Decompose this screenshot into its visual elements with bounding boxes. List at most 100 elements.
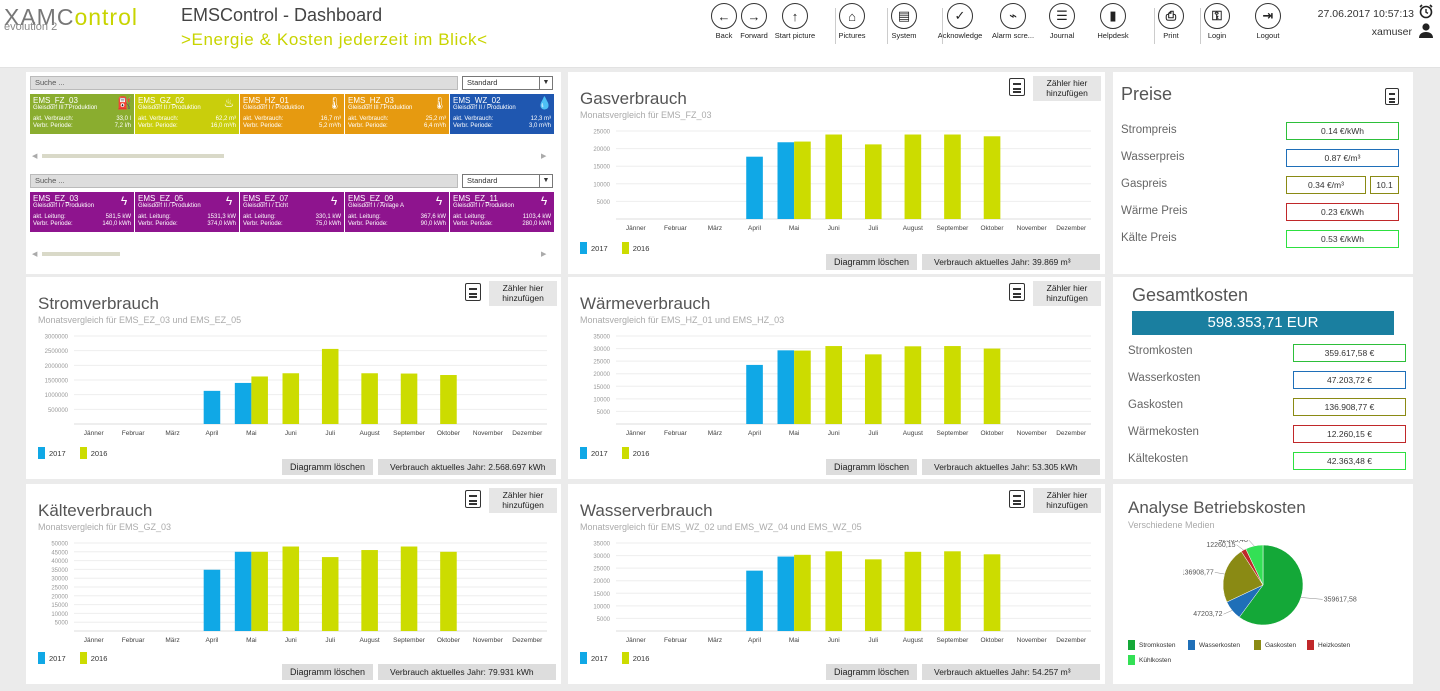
logout-button[interactable]: ⇥ Logout [1241, 3, 1295, 40]
meter-tile[interactable]: EMS_EZ_07 Gleisdorf I / Licht akt. Leitung… [240, 192, 344, 232]
meter-scrollbar[interactable] [34, 153, 549, 159]
legend-swatch [1128, 640, 1135, 650]
meter-row: akt. Verbrauch: 12,3 m³ [453, 116, 551, 123]
price-extra-field[interactable]: 10.1 [1370, 176, 1399, 194]
meter-row: akt. Leitung: 1531,3 kW [138, 214, 236, 221]
price-value-field[interactable]: 0.53 €/kWh [1286, 230, 1399, 248]
price-value-field[interactable]: 0.14 €/kWh [1286, 122, 1399, 140]
cost-value-field: 359.617,58 € [1293, 344, 1406, 362]
meter-label: Verbr. Periode: [453, 221, 493, 227]
toolbar-label: Print [1163, 31, 1179, 40]
report-icon[interactable] [1009, 283, 1025, 301]
toolbar-label: Back [715, 31, 733, 40]
waerme-chart-panel: Wärmeverbrauch Monatsvergleich für EMS_HZ… [568, 277, 1105, 479]
report-icon[interactable] [1385, 88, 1399, 105]
login-button[interactable]: ⚿ Login [1190, 3, 1244, 40]
y-tick-label: 45000 [51, 550, 68, 556]
meter-label: akt. Leitung: [453, 214, 486, 220]
forward-button[interactable]: → Forward [727, 3, 781, 40]
x-tick-label: September [937, 225, 970, 232]
meter-tile[interactable]: EMS_WZ_02 Gleisdorf II / Produktion akt. V… [450, 94, 554, 134]
report-icon[interactable] [1009, 78, 1025, 96]
report-icon[interactable] [465, 490, 481, 508]
delete-chart-button[interactable]: Diagramm löschen [826, 254, 917, 270]
meter-tile[interactable]: EMS_EZ_05 Gleisdorf II / Produktion akt. L… [135, 192, 239, 232]
price-value-field[interactable]: 0.87 €/m³ [1286, 149, 1399, 167]
meter-label: akt. Verbrauch: [138, 116, 179, 122]
system-button[interactable]: ▤ System [877, 3, 931, 40]
price-value-field[interactable]: 0.34 €/m³ [1286, 176, 1366, 194]
x-tick-label: Oktober [437, 430, 461, 437]
add-counter-button[interactable]: Zähler hier hinzufügen [489, 488, 557, 513]
alarm-scre-button[interactable]: ⌁ Alarm scre... [986, 3, 1040, 40]
meter-view-select-2[interactable]: Standard ▼ [462, 174, 553, 188]
meter-scrollbar-2[interactable] [34, 251, 549, 257]
start-picture-button[interactable]: ↑ Start picture [768, 3, 822, 40]
meter-label: Verbr. Periode: [348, 123, 388, 129]
gas-bar-chart: 5000 10000 15000 20000 25000 Jänner Februar Mär… [593, 130, 1091, 232]
x-tick-label: Dezember [1056, 637, 1087, 644]
y-tick-label: 30000 [51, 577, 68, 583]
x-tick-label: Juli [868, 225, 878, 232]
book-icon: ▮ [1100, 3, 1126, 29]
pictures-button[interactable]: ⌂ Pictures [825, 3, 879, 40]
scrollbar-thumb[interactable] [42, 252, 120, 256]
delete-chart-button[interactable]: Diagramm löschen [282, 459, 373, 475]
legend-swatch-2016 [79, 447, 87, 459]
meter-label: Verbr. Periode: [138, 123, 178, 129]
meter-tile[interactable]: EMS_HZ_01 Gleisdorf I / Produktion akt. Ve… [240, 94, 344, 134]
print-button[interactable]: ⎙ Print [1144, 3, 1198, 40]
plug-icon: ϟ [435, 194, 443, 208]
add-counter-button[interactable]: Zähler hier hinzufügen [1033, 488, 1101, 513]
delete-chart-button[interactable]: Diagramm löschen [826, 459, 917, 475]
meter-tile[interactable]: EMS_FZ_03 Gleisdorf III / Produktion akt. … [30, 94, 134, 134]
cost-value-field: 12.260,15 € [1293, 425, 1406, 443]
delete-chart-button[interactable]: Diagramm löschen [282, 664, 373, 680]
logo-text-a: XAMC [4, 4, 75, 30]
add-counter-button[interactable]: Zähler hier hinzufügen [1033, 76, 1101, 101]
cost-label: Kältekosten [1128, 453, 1189, 465]
y-tick-label: 35000 [593, 542, 610, 548]
pie-legend-item: Stromkosten [1128, 640, 1176, 650]
report-icon[interactable] [465, 283, 481, 301]
plug-icon: ϟ [330, 194, 338, 208]
scroll-left-icon[interactable]: ◀ [32, 251, 38, 258]
scroll-right-icon[interactable]: ▶ [541, 251, 547, 258]
scrollbar-thumb[interactable] [42, 154, 224, 158]
legend-swatch-2016 [621, 447, 629, 459]
meter-tile[interactable]: EMS_EZ_11 Gleisdorf I / Produktion akt. Le… [450, 192, 554, 232]
add-counter-button[interactable]: Zähler hier hinzufügen [1033, 281, 1101, 306]
meter-row: Verbr. Periode: 16,0 m³/h [138, 123, 236, 130]
meter-search-input[interactable]: Suche ... [30, 76, 458, 90]
meter-tile[interactable]: EMS_EZ_09 Gleisdorf I / Anlage A akt. Leit… [345, 192, 449, 232]
meter-view-select[interactable]: Standard ▼ [462, 76, 553, 90]
back-button[interactable]: ← Back [697, 3, 751, 40]
meter-row: Verbr. Periode: 75,0 kWh [243, 221, 341, 228]
meter-row: Verbr. Periode: 5,2 m³/h [243, 123, 341, 130]
toolbar-separator [942, 8, 943, 44]
meter-tile[interactable]: EMS_GZ_02 Gleisdorf II / Produktion akt. V… [135, 94, 239, 134]
add-counter-button[interactable]: Zähler hier hinzufügen [489, 281, 557, 306]
chart-title: Kälteverbrauch [38, 501, 153, 520]
meter-search-input-2[interactable]: Suche ... [30, 174, 458, 188]
cost-label: Wasserkosten [1128, 372, 1201, 384]
meter-row: Verbr. Periode: 90,0 kWh [348, 221, 446, 228]
cost-pie-chart: 359617,58 47203,72 136908,77 12260,1542363,… [1183, 540, 1357, 626]
acknowledge-button[interactable]: ✓ Acknowledge [933, 3, 987, 40]
kaelte-chart-panel: Kälteverbrauch Monatsvergleich für EMS_GZ… [26, 484, 561, 684]
chart-title: Gasverbrauch [580, 89, 687, 108]
meter-row: akt. Verbrauch: 62,2 m³ [138, 116, 236, 123]
legend-swatch-2017 [580, 242, 587, 254]
alarm-clock-icon[interactable] [1418, 3, 1434, 19]
cost-label: Wärmekosten [1128, 426, 1199, 438]
report-icon[interactable] [1009, 490, 1025, 508]
journal-button[interactable]: ☰ Journal [1035, 3, 1089, 40]
scroll-right-icon[interactable]: ▶ [541, 153, 547, 160]
user-icon[interactable] [1418, 22, 1434, 38]
meter-tile[interactable]: EMS_EZ_03 Gleisdorf I / Produktion akt. Le… [30, 192, 134, 232]
helpdesk-button[interactable]: ▮ Helpdesk [1086, 3, 1140, 40]
meter-tile[interactable]: EMS_HZ_03 Gleisdorf III / Produktion akt. … [345, 94, 449, 134]
scroll-left-icon[interactable]: ◀ [32, 153, 38, 160]
delete-chart-button[interactable]: Diagramm löschen [826, 664, 917, 680]
price-value-field[interactable]: 0.23 €/kWh [1286, 203, 1399, 221]
